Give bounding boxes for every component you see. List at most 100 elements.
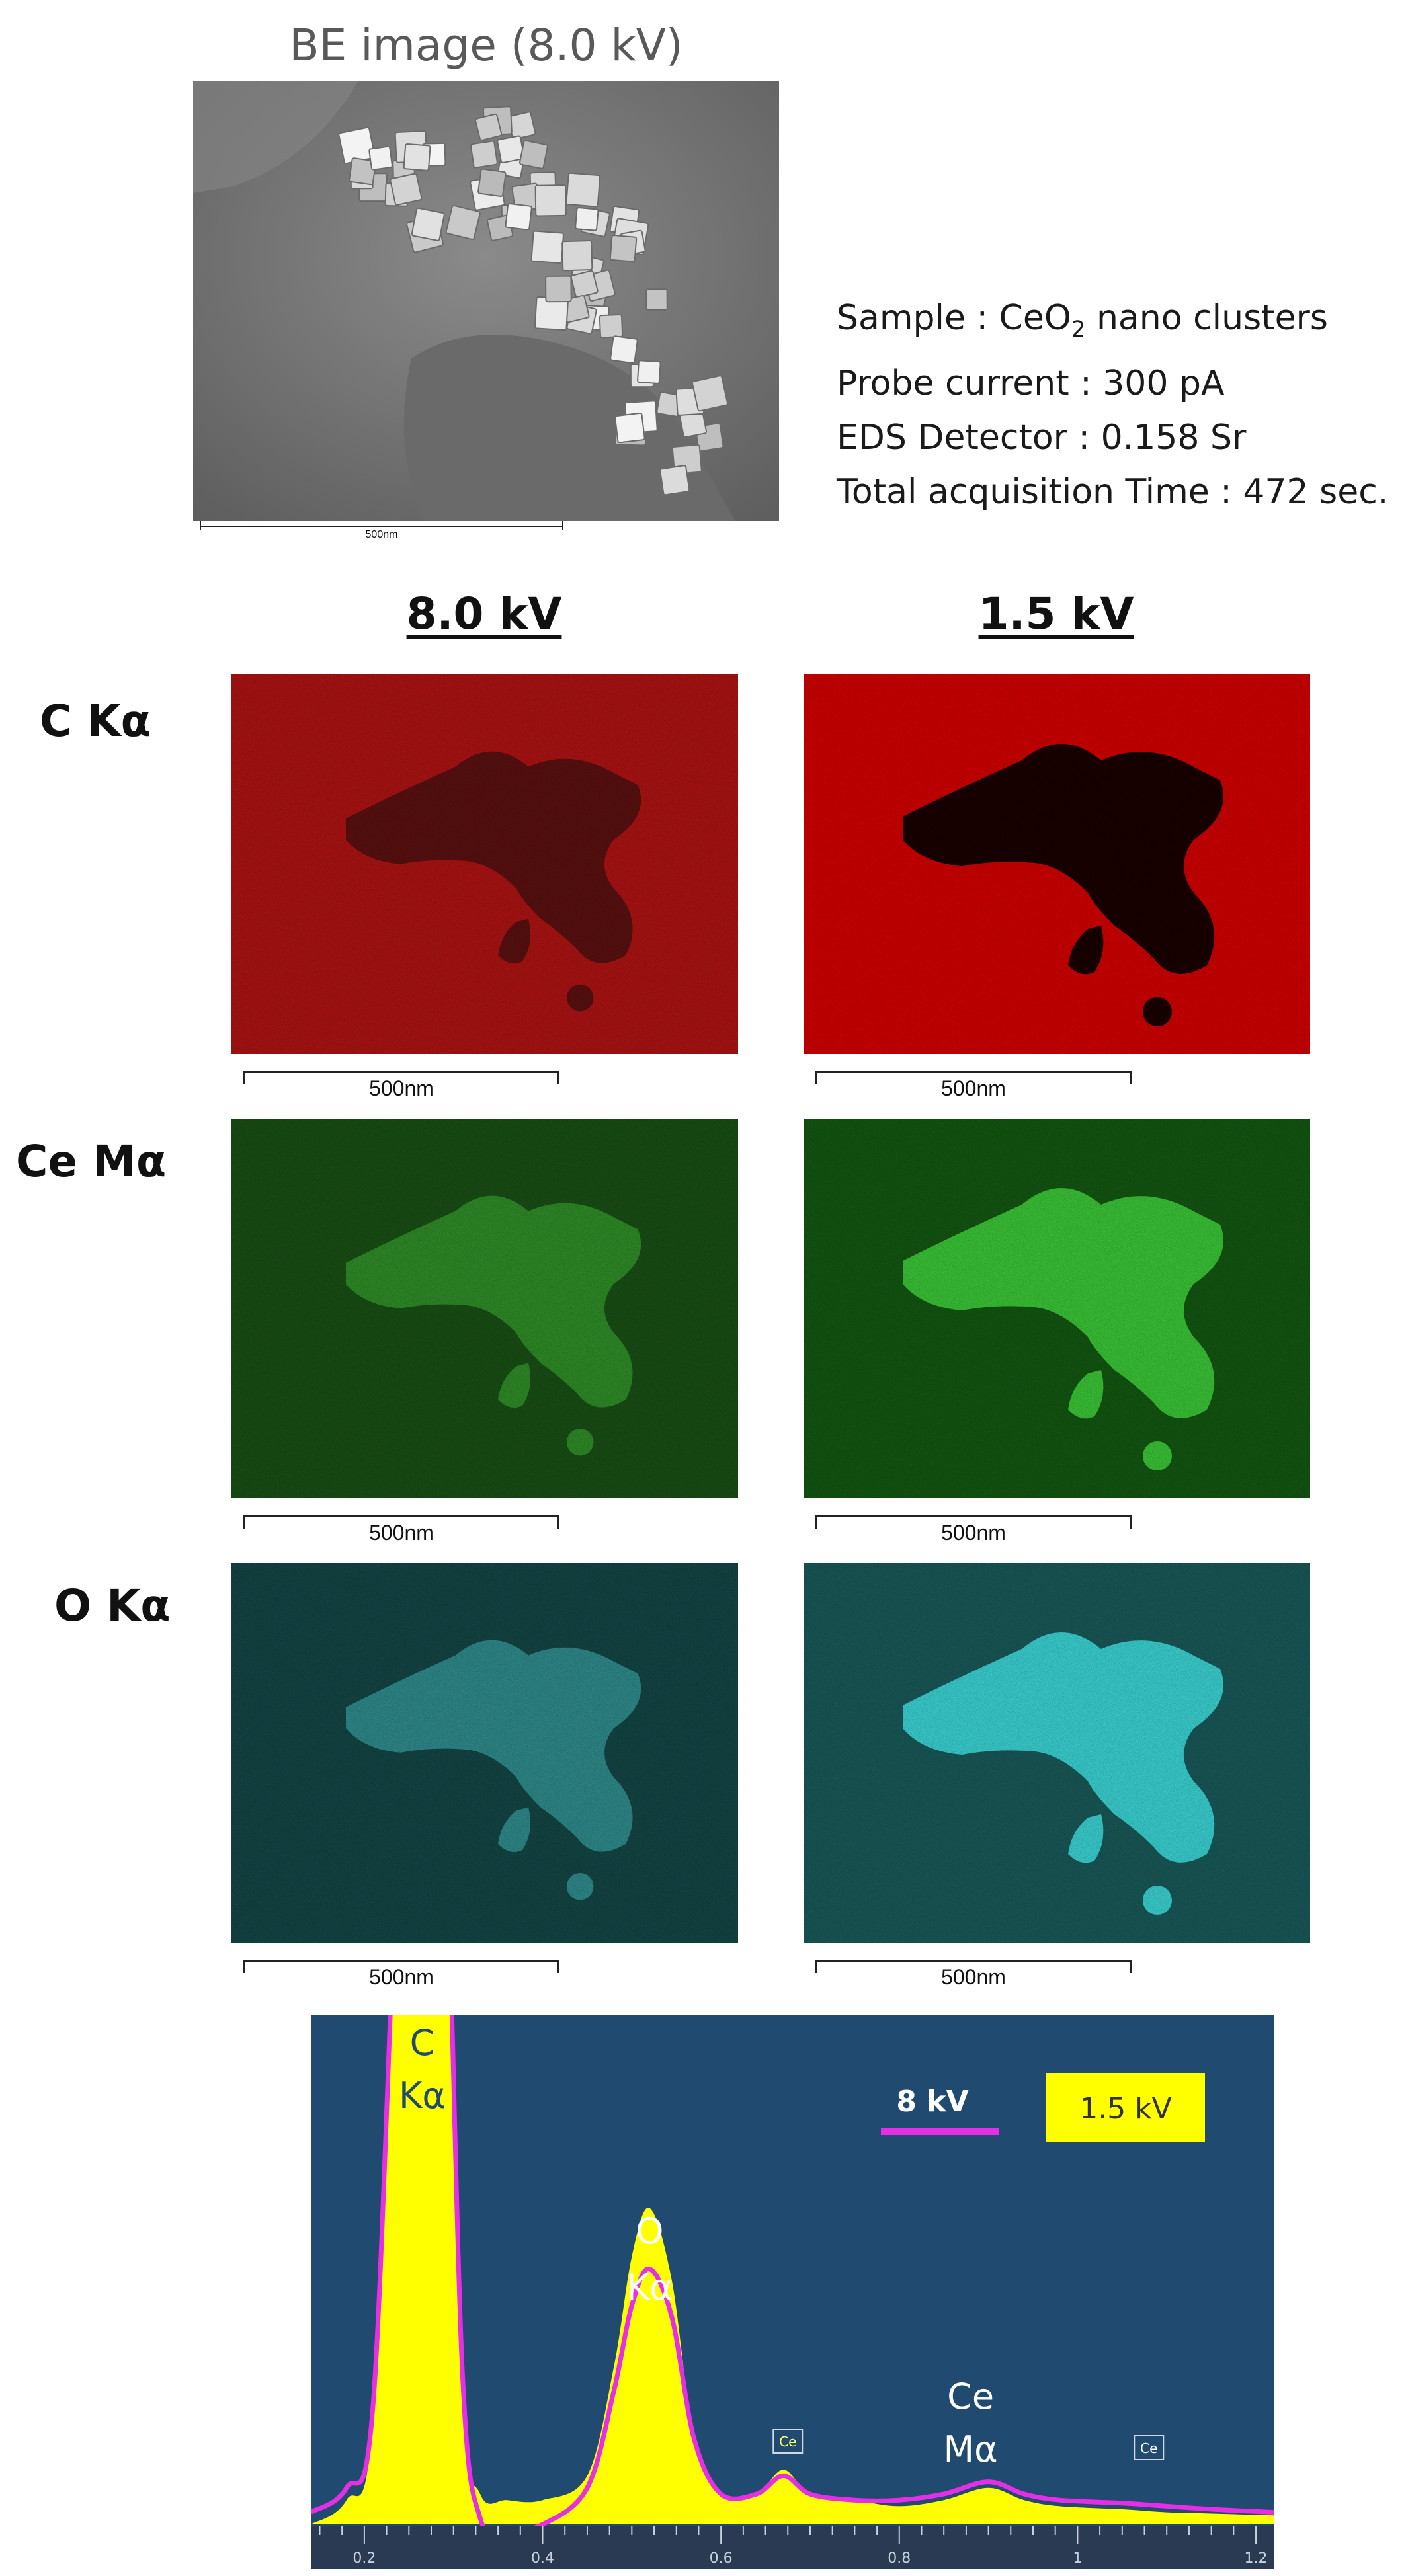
spectrum-plot: C Kα O Kα Ce Mα Ce Ce 0.2 0.4 0.6 0.8 1 1.2 8 kV 1.5 … bbox=[311, 2015, 1274, 2569]
map-scale-label: 500nm bbox=[941, 1965, 1006, 1989]
eds-map bbox=[231, 1563, 738, 1943]
x-tick-label: 0.6 bbox=[710, 2550, 733, 2567]
be-scale-label: 500nm bbox=[365, 529, 398, 540]
map-scale-tick bbox=[243, 1960, 245, 1973]
map-scale-bar bbox=[815, 1515, 1132, 1517]
nanocube bbox=[545, 275, 572, 303]
map-scale-label: 500nm bbox=[941, 1076, 1006, 1100]
nanocube-cluster bbox=[338, 106, 729, 496]
nanocube bbox=[561, 240, 593, 272]
eds-map bbox=[804, 1563, 1310, 1943]
element-marker-box bbox=[772, 2429, 804, 2454]
map-scale-label: 500nm bbox=[369, 1521, 434, 1545]
map-scale-bar bbox=[243, 1071, 559, 1073]
nanocube bbox=[659, 465, 690, 496]
be-image-title: BE image (8.0 kV) bbox=[289, 20, 683, 71]
nanocube bbox=[575, 207, 599, 231]
element-marker-label: Ce bbox=[1140, 2440, 1157, 2456]
map-scale-bar bbox=[243, 1515, 559, 1517]
nanocube bbox=[570, 270, 599, 298]
peak-label: Mα bbox=[944, 2429, 998, 2470]
map-scale-tick bbox=[557, 1515, 559, 1529]
x-tick-label: 0.4 bbox=[531, 2550, 554, 2567]
nanocube bbox=[534, 184, 567, 217]
nanocube bbox=[505, 203, 532, 231]
be-scale-tick-right bbox=[562, 521, 563, 530]
map-scale-label: 500nm bbox=[941, 1521, 1006, 1545]
eds-map-graphic bbox=[804, 674, 1310, 1054]
nanocube bbox=[445, 205, 481, 241]
eds-map bbox=[231, 1119, 738, 1498]
x-tick-label: 1.2 bbox=[1245, 2550, 1268, 2567]
series-8kv-line bbox=[311, 2015, 1274, 2536]
peak-label: C bbox=[410, 2022, 435, 2064]
map-scale-tick bbox=[815, 1515, 817, 1529]
peak-label: O bbox=[636, 2210, 664, 2252]
map-scale-tick bbox=[815, 1071, 817, 1084]
peak-label: Ce bbox=[947, 2376, 994, 2417]
map-scale-tick bbox=[1130, 1515, 1132, 1529]
nanocube bbox=[477, 168, 507, 198]
eds-map bbox=[231, 674, 738, 1054]
x-tick-label: 0.2 bbox=[352, 2550, 376, 2567]
be-micrograph bbox=[193, 81, 779, 521]
peak-label: Kα bbox=[626, 2267, 673, 2308]
map-scale-bar bbox=[243, 1960, 559, 1962]
acquisition-time-line: Total acquisition Time : 472 sec. bbox=[837, 472, 1389, 512]
nanocube bbox=[470, 140, 498, 169]
nanocube bbox=[691, 375, 729, 412]
map-scale-label: 500nm bbox=[369, 1076, 434, 1100]
be-scale-bar bbox=[200, 526, 563, 527]
eds-map-graphic bbox=[231, 1119, 738, 1498]
series-1-5kv-area bbox=[311, 2015, 1274, 2524]
map-scale-tick bbox=[243, 1515, 245, 1529]
nanocube bbox=[518, 140, 548, 169]
eds-map-graphic bbox=[231, 1563, 738, 1943]
x-axis-band bbox=[311, 2526, 1274, 2569]
column-head-8kv: 8.0 kV bbox=[406, 588, 562, 639]
nanocube bbox=[614, 412, 645, 444]
probe-current-line: Probe current : 300 pA bbox=[837, 364, 1225, 404]
column-head-1-5kv: 1.5 kV bbox=[978, 588, 1134, 639]
eds-map-graphic bbox=[231, 674, 738, 1054]
be-scale-tick-left bbox=[200, 521, 201, 530]
map-scale-bar bbox=[815, 1960, 1132, 1962]
nanocube bbox=[610, 335, 638, 364]
nanocube bbox=[403, 143, 431, 171]
legend-1-5kv-box bbox=[1046, 2073, 1205, 2142]
peak-label: Kα bbox=[399, 2075, 446, 2116]
eds-map bbox=[804, 674, 1310, 1054]
x-tick-label: 0.8 bbox=[888, 2550, 911, 2567]
nanocube bbox=[411, 207, 445, 241]
map-scale-bar bbox=[815, 1071, 1132, 1073]
nanocube bbox=[599, 313, 624, 339]
map-scale-tick bbox=[557, 1960, 559, 1973]
nanocube bbox=[349, 157, 377, 186]
nanocube bbox=[637, 360, 661, 384]
map-scale-tick bbox=[1130, 1960, 1132, 1973]
nanocube bbox=[645, 288, 668, 311]
eds-map-graphic bbox=[804, 1563, 1310, 1943]
x-tick-label: 1 bbox=[1073, 2550, 1082, 2567]
be-micrograph-graphic bbox=[193, 81, 779, 521]
legend-1-5kv-label: 1.5 kV bbox=[1079, 2092, 1172, 2126]
nanocube bbox=[368, 145, 393, 171]
detector-line: EDS Detector : 0.158 Sr bbox=[837, 418, 1247, 458]
map-scale-tick bbox=[1130, 1071, 1132, 1084]
nanocube bbox=[565, 172, 601, 208]
nanocube bbox=[390, 173, 423, 206]
map-scale-tick bbox=[815, 1960, 817, 1973]
nanocube bbox=[530, 230, 564, 264]
row-head-c: C Kα bbox=[40, 696, 151, 746]
eds-spectrum-chart: C Kα O Kα Ce Mα Ce Ce 0.2 0.4 0.6 0.8 1 1.2 8 kV 1.5 … bbox=[311, 2015, 1274, 2569]
eds-map bbox=[804, 1119, 1310, 1498]
eds-map-graphic bbox=[804, 1119, 1310, 1498]
map-scale-tick bbox=[243, 1071, 245, 1084]
row-head-ce: Ce Mα bbox=[16, 1136, 167, 1187]
element-marker-label: Ce bbox=[779, 2434, 796, 2450]
sample-line: Sample : CeO2 nano clusters bbox=[837, 298, 1329, 343]
map-scale-label: 500nm bbox=[369, 1965, 434, 1989]
legend-8kv-label: 8 kV bbox=[896, 2085, 968, 2118]
row-head-o: O Kα bbox=[54, 1580, 171, 1631]
nanocube bbox=[475, 113, 503, 141]
